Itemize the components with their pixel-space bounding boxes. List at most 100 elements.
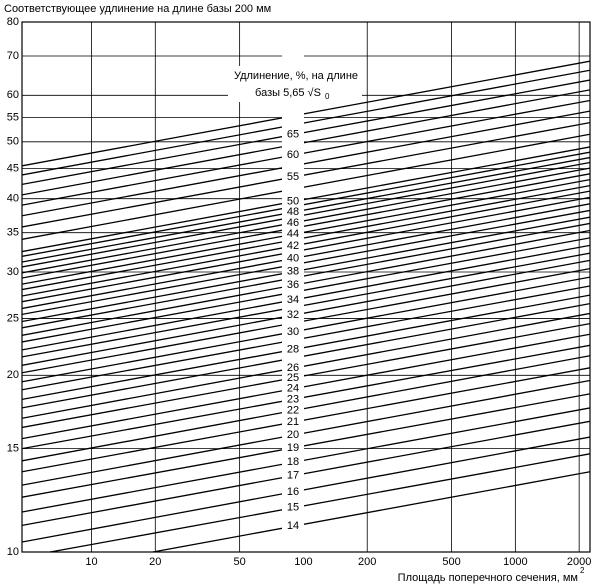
series-line [22, 203, 590, 310]
series-line [22, 312, 590, 419]
series-label: 44 [287, 228, 299, 240]
series-label: 46 [287, 217, 299, 229]
series-label: 40 [287, 252, 299, 264]
series-line [22, 89, 590, 196]
series-label: 48 [287, 206, 299, 218]
series-line [22, 222, 590, 329]
series-line [22, 216, 590, 323]
y-tick-label: 45 [7, 163, 19, 175]
series-label: 42 [287, 240, 299, 252]
series-label: 65 [287, 129, 299, 141]
series-label: 19 [287, 442, 299, 454]
series-group [22, 60, 590, 552]
legend-title-sub: 0 [325, 92, 330, 101]
series-line [22, 79, 590, 186]
series-line [22, 229, 590, 336]
series-label: 55 [287, 171, 299, 183]
series-label: 17 [287, 470, 299, 482]
series-label: 24 [287, 383, 299, 395]
series-label: 15 [287, 502, 299, 514]
x-tick-label: 20 [149, 556, 161, 568]
series-line [22, 302, 590, 409]
chart-title: Соответствующее удлинение на длине базы … [4, 3, 271, 15]
legend-box [228, 66, 362, 102]
y-tick-label: 50 [7, 136, 19, 148]
series-line [22, 99, 590, 206]
y-tick-label: 15 [7, 443, 19, 455]
x-tick-label: 100 [294, 556, 312, 568]
series-line [22, 122, 590, 228]
plot-frame [21, 21, 591, 553]
series-line [22, 151, 590, 257]
label-column [282, 22, 304, 552]
y-tick-label: 70 [7, 50, 19, 62]
series-label: 26 [287, 362, 299, 374]
series-label: 60 [287, 149, 299, 161]
x-tick-label: 1000 [503, 556, 527, 568]
series-line [22, 237, 590, 343]
series-line [22, 285, 590, 391]
y-tick-label: 60 [7, 89, 19, 101]
series-line [22, 156, 590, 263]
legend-title: базы 5,65 √S [255, 87, 321, 99]
series-label: 30 [287, 326, 299, 338]
y-tick-label: 10 [7, 546, 19, 558]
series-line [22, 110, 590, 217]
x-tick-label: 2000 [567, 556, 591, 568]
y-tick-label: 35 [7, 227, 19, 239]
series-line [46, 453, 590, 552]
series-label: 38 [287, 266, 299, 278]
series-line [22, 167, 590, 274]
series-line [22, 259, 590, 366]
series-line [22, 173, 590, 279]
series-line [22, 355, 590, 462]
y-tick-label: 30 [7, 266, 19, 278]
y-tick-label: 40 [7, 193, 19, 205]
series-label: 28 [287, 344, 299, 356]
series-line [149, 471, 590, 552]
series-line [22, 322, 590, 429]
x-tick-label: 10 [85, 556, 97, 568]
legend-title: Удлинение, %, на длине [234, 70, 358, 82]
series-line [22, 209, 590, 316]
series-line [22, 60, 590, 167]
y-tick-label: 20 [7, 369, 19, 381]
series-label: 50 [287, 196, 299, 208]
series-label: 22 [287, 405, 299, 417]
series-label: 18 [287, 456, 299, 468]
series-line [22, 393, 590, 498]
series-line [22, 133, 590, 240]
series-label: 16 [287, 486, 299, 498]
x-tick-label: 200 [358, 556, 376, 568]
series-line [22, 294, 590, 401]
series-label: 34 [287, 294, 299, 306]
series-line [22, 184, 590, 291]
x-axis-title: Площадь поперечного сечения, мм [398, 572, 578, 584]
series-label: 36 [287, 279, 299, 291]
series-line [22, 367, 590, 473]
series-line [22, 379, 590, 486]
series-label: 23 [287, 393, 299, 405]
series-line [22, 407, 590, 513]
series-line [22, 420, 590, 527]
series-line [22, 161, 590, 268]
series-line [22, 196, 590, 303]
x-tick-label: 500 [442, 556, 460, 568]
x-tick-label: 50 [234, 556, 246, 568]
series-line [22, 436, 590, 543]
series-line [22, 69, 590, 176]
series-label: 21 [287, 416, 299, 428]
series-line [22, 244, 590, 351]
series-line [22, 190, 590, 297]
x-axis-title-sup: 2 [580, 566, 585, 575]
series-line [22, 333, 590, 440]
series-line [22, 146, 590, 253]
series-line [22, 344, 590, 450]
series-label: 25 [287, 372, 299, 384]
series-label: 32 [287, 309, 299, 321]
y-tick-label: 55 [7, 111, 19, 123]
series-label: 20 [287, 429, 299, 441]
series-line [22, 267, 590, 374]
